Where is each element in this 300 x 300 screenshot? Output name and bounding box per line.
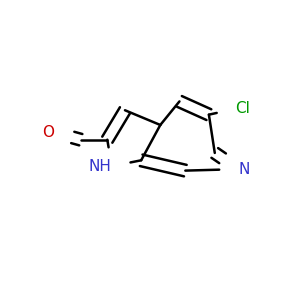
Text: O: O	[42, 125, 54, 140]
Text: NH: NH	[89, 159, 112, 174]
Text: N: N	[238, 162, 250, 177]
Text: Cl: Cl	[236, 101, 250, 116]
